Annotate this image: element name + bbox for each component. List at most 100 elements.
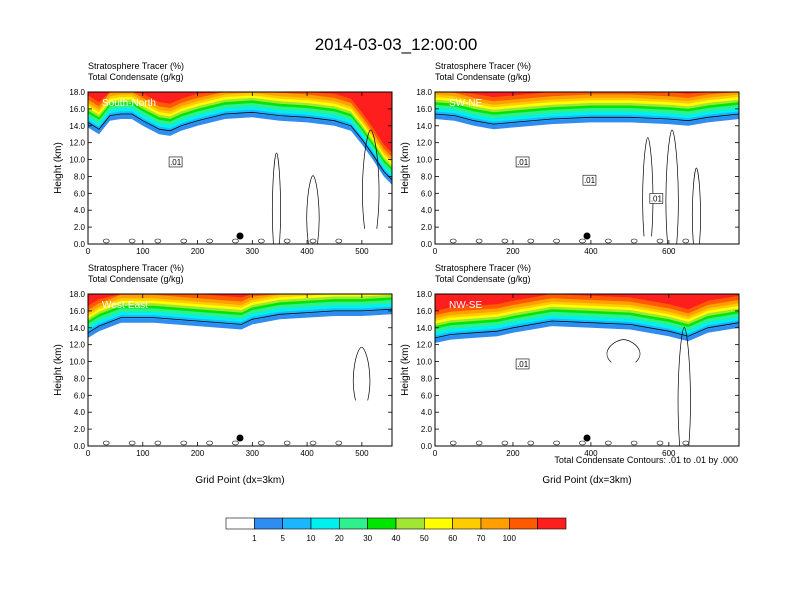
contour-label: .01 [170,158,182,167]
condensate-contour-upper [435,320,739,339]
low-cloud-contour [206,238,213,244]
y-tick-label: 2.0 [74,223,86,232]
colorbar-label: 20 [335,534,344,543]
contour-label-box [582,174,597,186]
low-cloud-contour [309,238,317,244]
y-tick-label: 16.0 [69,307,85,316]
plot-frame [87,293,393,447]
low-cloud-contour [335,238,343,244]
x-tick-label: 200 [506,449,520,458]
tracer-band-8 [88,294,392,316]
y-tick-label: 10.0 [416,358,432,367]
y-tick-label: 4.0 [421,206,433,215]
tracer-band-11 [435,92,739,98]
low-cloud-contour [501,440,509,446]
y-tick-label: 18.0 [416,88,432,97]
panel-subtitle-tracer: Stratosphere Tracer (%) [435,61,531,71]
low-cloud-contour [128,238,136,244]
panels: .01 0.0 2.0 4.0 6.0 8.0 10.0 12.0 14.0 16.0 18.0 0 1… [53,61,740,486]
low-cloud-contour [335,440,343,446]
low-cloud-contour [527,440,535,446]
x-tick-label: 400 [300,247,314,256]
low-cloud-contour [206,440,213,446]
colorbar-swatch [452,517,482,530]
contour-footnote: Total Condensate Contours: .01 to .01 by… [554,455,738,465]
tracer-band-11 [88,294,392,306]
plot-frame [434,293,740,447]
plume-contour-2 [606,339,641,363]
x-tick-label: 200 [191,247,205,256]
colorbar-swatch [254,517,283,530]
low-cloud-contour [309,440,317,446]
y-tick-label: 14.0 [416,122,432,131]
tracer-band-9 [88,294,392,314]
plot-frame [434,91,740,245]
y-tick-label: 8.0 [74,374,86,383]
panel-subtitle-tracer: Stratosphere Tracer (%) [435,263,531,273]
y-axis-label: Height (km) [53,344,64,396]
x-tick-label: 0 [433,449,438,458]
y-tick-label: 6.0 [421,189,433,198]
panel-subtitle-condensate: Total Condensate (g/kg) [435,72,531,82]
plume-contour-3 [362,129,380,229]
low-cloud-contour [128,440,136,446]
x-tick-label: 400 [584,247,598,256]
colorbar-swatch [282,517,312,530]
y-tick-label: 8.0 [421,374,433,383]
y-tick-label: 12.0 [69,139,85,148]
condensate-contour-upper [88,308,392,334]
x-tick-label: 600 [662,449,676,458]
tracer-band-9 [88,92,392,161]
x-tick-label: 600 [662,247,676,256]
x-tick-label: 0 [86,449,91,458]
panel-subtitle-condensate: Total Condensate (g/kg) [88,72,184,82]
y-tick-label: 16.0 [69,105,85,114]
y-tick-label: 16.0 [416,307,432,316]
low-cloud-contour [283,238,291,244]
low-cloud-contour [604,440,612,446]
colorbar-label: 70 [477,534,486,543]
y-axis-label: Height (km) [400,142,411,194]
contour-label: .01 [517,158,529,167]
y-tick-label: 4.0 [74,206,86,215]
panel-label: NW-SE [449,300,482,311]
panel-label: SW-NE [449,98,482,109]
figure-title: 2014-03-03_12:00:00 [315,35,478,54]
tracer-fill [435,92,739,130]
x-tick-label: 400 [584,449,598,458]
y-tick-label: 18.0 [69,88,85,97]
y-tick-label: 10.0 [416,156,432,165]
colorbar-swatch [537,517,567,530]
x-tick-label: 300 [246,247,260,256]
contour-label-box [649,193,664,204]
contour-label: .01 [517,360,529,369]
low-cloud-contour [656,440,664,446]
y-tick-label: 18.0 [69,290,85,299]
low-cloud-contour [154,238,162,244]
tracer-band-11 [88,92,392,153]
condensate-contours [449,129,701,244]
y-tick-label: 10.0 [69,358,85,367]
low-cloud-contour [257,238,265,244]
x-axis-label: Grid Point (dx=3km) [195,475,284,486]
y-tick-label: 2.0 [421,223,433,232]
y-tick-label: 16.0 [416,105,432,114]
x-axis-label: Grid Point (dx=3km) [542,475,631,486]
colorbar-label: 60 [448,534,457,543]
panel-subtitle-tracer: Stratosphere Tracer (%) [88,61,184,71]
station-marker [583,434,591,442]
colorbar-label: 10 [307,534,316,543]
colorbar-swatch [225,517,255,530]
y-tick-label: 12.0 [69,341,85,350]
condensate-contour-upper [435,113,739,125]
x-tick-label: 100 [136,449,150,458]
y-axis-label: Height (km) [53,142,64,194]
tracer-fill [88,294,392,338]
low-cloud-contour [475,238,483,244]
low-cloud-contour [579,440,586,446]
y-tick-label: 14.0 [69,122,85,131]
y-tick-label: 12.0 [416,341,432,350]
plume-contour-1 [642,137,654,237]
low-cloud-contour [283,440,291,446]
panel-subtitle-condensate: Total Condensate (g/kg) [88,274,184,284]
